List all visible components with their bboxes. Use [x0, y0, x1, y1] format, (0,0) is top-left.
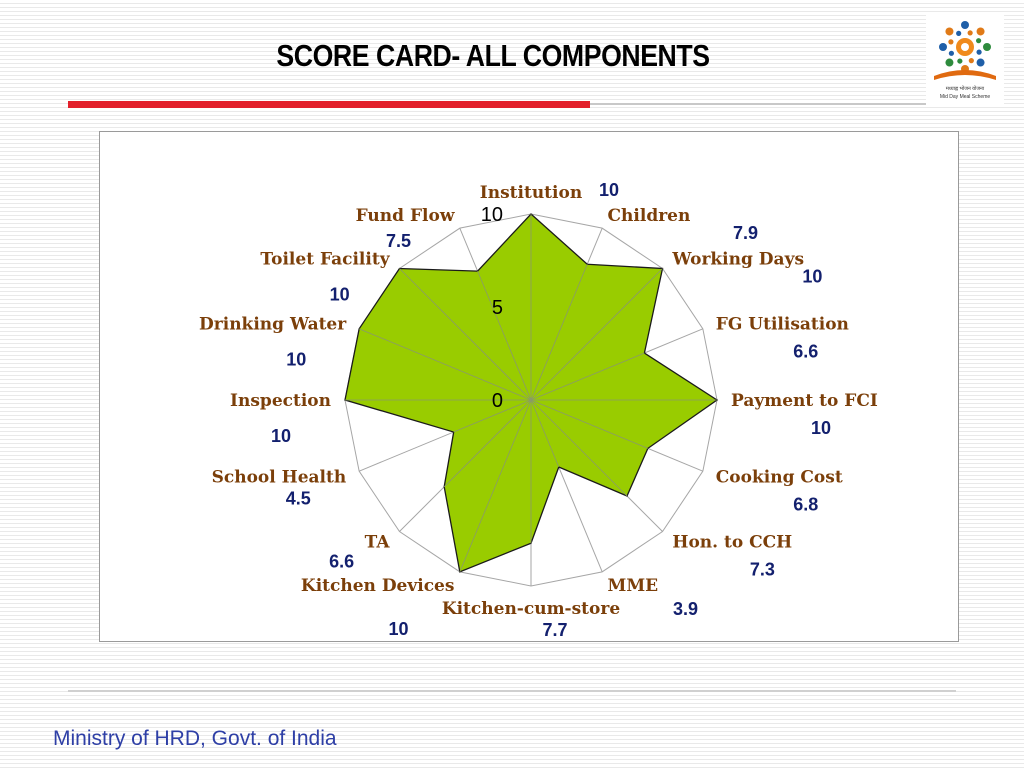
- value-label: 10: [802, 267, 822, 287]
- logo-caption-hindi: मध्याह्न भोजन योजना: [945, 86, 985, 92]
- category-label: School Health: [212, 468, 347, 488]
- radar-spoke-inner: [453, 399, 532, 433]
- value-label: 7.9: [733, 223, 758, 243]
- chart-frame: 0 5 10 Institution 10 Children 7.9 Working Day…: [99, 131, 959, 642]
- value-label: 10: [811, 418, 831, 438]
- value-label: 10: [599, 180, 619, 200]
- category-label: Fund Flow: [356, 206, 455, 226]
- radar-spoke-inner: [530, 399, 560, 468]
- logo-figure-icon: [945, 58, 954, 67]
- logo-figure-icon: [948, 39, 954, 45]
- logo-figure-icon: [983, 43, 991, 51]
- category-label: Children: [608, 206, 691, 226]
- value-label: 6.8: [793, 495, 818, 515]
- logo-emblem-icon: [934, 21, 996, 80]
- radar-spoke-inner: [459, 399, 532, 572]
- title-rule-gray: [590, 103, 930, 105]
- bottom-rule: [68, 690, 956, 692]
- logo-figure-icon: [968, 58, 974, 64]
- category-label: Hon. to CCH: [672, 532, 792, 552]
- mid-day-meal-logo: मध्याह्न भोजन योजना Mid Day Meal Scheme: [926, 14, 1004, 106]
- radar-spoke-inner: [359, 328, 532, 401]
- category-label: Working Days: [671, 250, 804, 270]
- logo-figure-icon: [939, 43, 947, 51]
- category-label: FG Utilisation: [716, 314, 849, 334]
- page-title: SCORE CARD- ALL COMPONENTS: [276, 38, 710, 73]
- radar-spoke-inner: [530, 268, 663, 401]
- category-label: Cooking Cost: [716, 468, 843, 488]
- radar-spoke-inner: [530, 352, 645, 401]
- value-label: 10: [286, 349, 306, 369]
- category-label: Inspection: [230, 391, 331, 411]
- category-label: Kitchen Devices: [301, 576, 455, 596]
- logo-figure-icon: [957, 58, 963, 64]
- radar-spoke-inner: [530, 264, 588, 401]
- category-label: Institution: [480, 183, 582, 203]
- value-label: 4.5: [286, 489, 311, 509]
- radar-spoke-inner: [477, 270, 532, 401]
- value-label: 6.6: [329, 551, 354, 571]
- value-label: 7.7: [542, 620, 567, 640]
- category-label: TA: [365, 532, 391, 552]
- value-label: 7.5: [386, 231, 411, 251]
- logo-figure-icon: [948, 50, 954, 56]
- value-label: 7.3: [750, 559, 775, 579]
- logo-figure-icon: [976, 27, 985, 36]
- logo-figure-icon: [961, 21, 969, 29]
- value-label: 10: [271, 426, 291, 446]
- category-label: Payment to FCI: [731, 391, 878, 411]
- logo-figure-icon: [976, 49, 982, 55]
- value-label: 10: [388, 619, 408, 639]
- logo-figure-icon: [956, 30, 962, 36]
- axis-tick-label: 0: [492, 390, 503, 412]
- axis-tick-label: 5: [492, 297, 503, 319]
- value-label: 10: [330, 285, 350, 305]
- title-rule-red: [68, 101, 590, 108]
- axis-tick-label: 10: [481, 204, 503, 226]
- logo-figure-icon: [945, 27, 954, 36]
- category-label: MME: [608, 576, 659, 596]
- category-label: Kitchen-cum-store: [442, 599, 621, 619]
- logo-figure-icon: [967, 30, 973, 36]
- radar-spoke-inner: [443, 399, 532, 488]
- category-label: Drinking Water: [199, 314, 347, 334]
- logo-caption-english: Mid Day Meal Scheme: [939, 94, 991, 100]
- logo-figure-icon: [976, 58, 985, 67]
- footer-text: Ministry of HRD, Govt. of India: [53, 727, 337, 750]
- radar-spoke-inner: [399, 268, 532, 401]
- value-label: 3.9: [673, 599, 698, 619]
- radar-spoke-inner: [530, 399, 649, 449]
- category-label: Toilet Facility: [260, 250, 390, 270]
- logo-figure-icon: [976, 38, 982, 44]
- value-label: 6.6: [793, 341, 818, 361]
- radar-spoke-inner: [530, 399, 628, 497]
